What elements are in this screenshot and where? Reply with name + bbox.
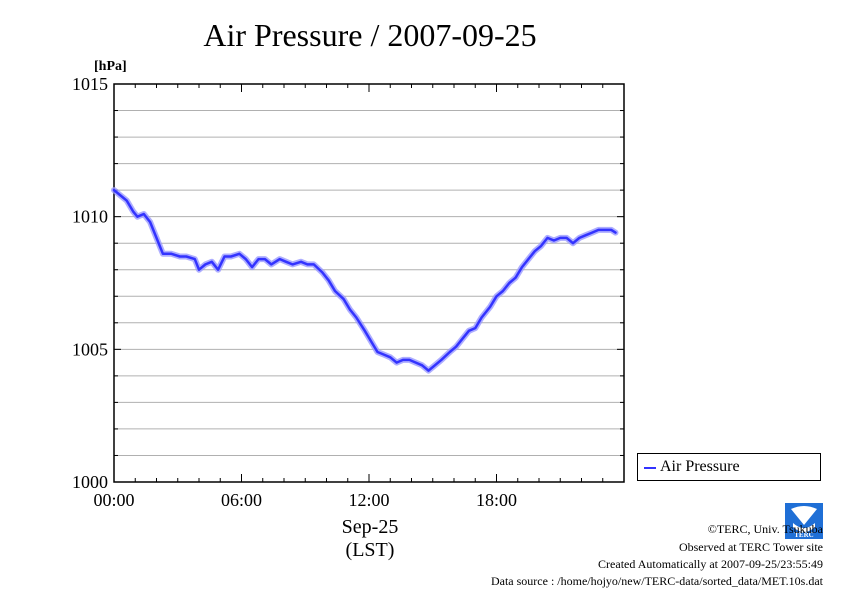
y-axis-unit-label: [hPa] <box>94 59 127 74</box>
y-tick-label: 1005 <box>72 339 108 359</box>
data-source-text: Data source : /home/hojyo/new/TERC-data/… <box>490 574 823 588</box>
axis-ticks <box>113 83 625 483</box>
terc-logo-icon: TERC <box>785 503 823 539</box>
series-line-halo <box>111 187 619 374</box>
svg-text:TERC: TERC <box>794 531 813 539</box>
series-lines <box>111 187 619 374</box>
y-tick-label: 1015 <box>72 74 108 94</box>
series-line-air-pressure <box>112 188 617 372</box>
legend-swatch <box>644 467 656 469</box>
legend: Air Pressure <box>637 453 821 481</box>
created-timestamp-text: Created Automatically at 2007-09-25/23:5… <box>598 557 823 571</box>
tick-labels: 1000 1005 1010 1015 00:00 06:00 12:00 18:00 <box>72 74 517 510</box>
legend-label: Air Pressure <box>660 458 740 475</box>
y-tick-label: 1010 <box>72 207 108 227</box>
x-axis-label: Sep-25 <box>342 516 399 538</box>
x-tick-label: 18:00 <box>476 490 517 510</box>
x-tick-label: 06:00 <box>221 490 262 510</box>
x-tick-label: 12:00 <box>348 490 389 510</box>
copyright-text: ©TERC, Univ. Tsukuba <box>707 522 823 536</box>
plot-frame <box>113 83 625 483</box>
grid-lines <box>114 110 624 456</box>
x-axis-sublabel: (LST) <box>346 539 395 561</box>
chart-title: Air Pressure / 2007-09-25 <box>203 17 536 53</box>
x-tick-label: 00:00 <box>93 490 134 510</box>
y-tick-label: 1000 <box>72 472 108 492</box>
observed-site-text: Observed at TERC Tower site <box>678 540 823 554</box>
